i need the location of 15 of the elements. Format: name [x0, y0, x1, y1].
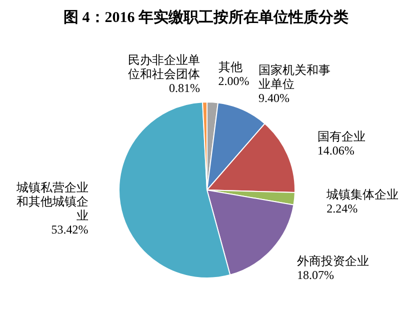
- data-label: 0.81%: [169, 80, 200, 95]
- data-label: 9.40%: [258, 90, 290, 105]
- slice-label: 国家机关和事业单位: [258, 62, 330, 91]
- slice-label: 城镇私营企业和其他城镇企业: [15, 180, 88, 222]
- data-label: 18.07%: [296, 268, 334, 282]
- data-label: 2.00%: [218, 74, 250, 88]
- data-label: 14.06%: [317, 143, 354, 158]
- data-label: 2.24%: [326, 202, 358, 216]
- chart-title: 图 4：2016 年实缴职工按所在单位性质分类: [64, 8, 348, 26]
- slice-label: 其他: [218, 60, 242, 74]
- slice-label: 国有企业: [317, 129, 366, 144]
- slice-label: 民办非企业单位和社会团体: [128, 52, 200, 81]
- slice-label: 外商投资企业: [296, 254, 369, 268]
- slice-label: 城镇集体企业: [326, 188, 399, 202]
- data-label: 53.42%: [51, 222, 88, 236]
